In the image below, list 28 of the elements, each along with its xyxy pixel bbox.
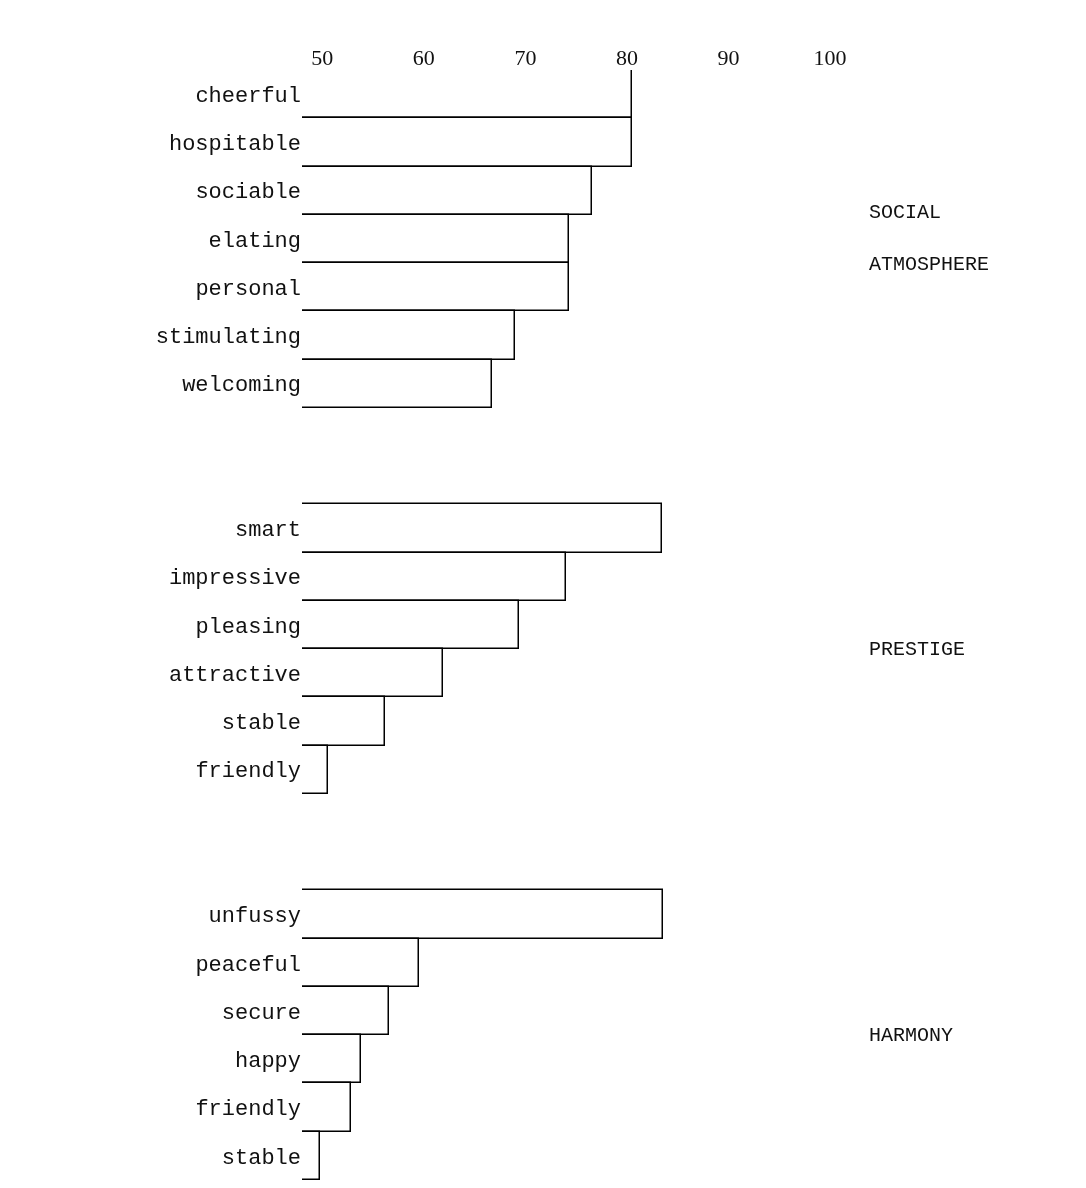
y-tick-label: stable [221, 711, 301, 737]
y-tick-label: friendly [195, 1097, 301, 1123]
y-tick-label: friendly [195, 759, 301, 785]
y-tick-label: personal [195, 276, 301, 302]
y-tick-label: cheerful [195, 83, 301, 109]
x-tick-label: 90 [717, 44, 740, 70]
y-tick-label: smart [234, 518, 301, 544]
y-tick-label: peaceful [195, 952, 301, 978]
x-tick-label: 70 [514, 44, 537, 70]
y-tick-label: happy [234, 1049, 301, 1075]
x-tick-label: 100 [813, 44, 847, 70]
x-tick-label: 50 [311, 44, 334, 70]
text: SOCIAL ATMOSPHERE [869, 201, 990, 276]
y-tick-label: secure [221, 1000, 301, 1026]
x-tick-label: 80 [615, 44, 638, 70]
y-tick-label: welcoming [182, 373, 301, 399]
y-tick-label: impressive [168, 566, 301, 592]
y-tick-label: sociable [195, 180, 301, 206]
text: PRESTIGE [869, 638, 966, 661]
x-tick-label: 60 [412, 44, 435, 70]
y-tick-label: elating [208, 228, 301, 254]
y-tick-label: unfussy [208, 904, 301, 930]
y-tick-label: attractive [168, 662, 301, 688]
y-tick-label: pleasing [195, 614, 301, 640]
text: HARMONY [869, 1024, 954, 1047]
y-tick-label: hospitable [168, 132, 301, 158]
y-tick-label: stimulating [155, 325, 301, 351]
y-tick-label: stable [221, 1145, 301, 1171]
